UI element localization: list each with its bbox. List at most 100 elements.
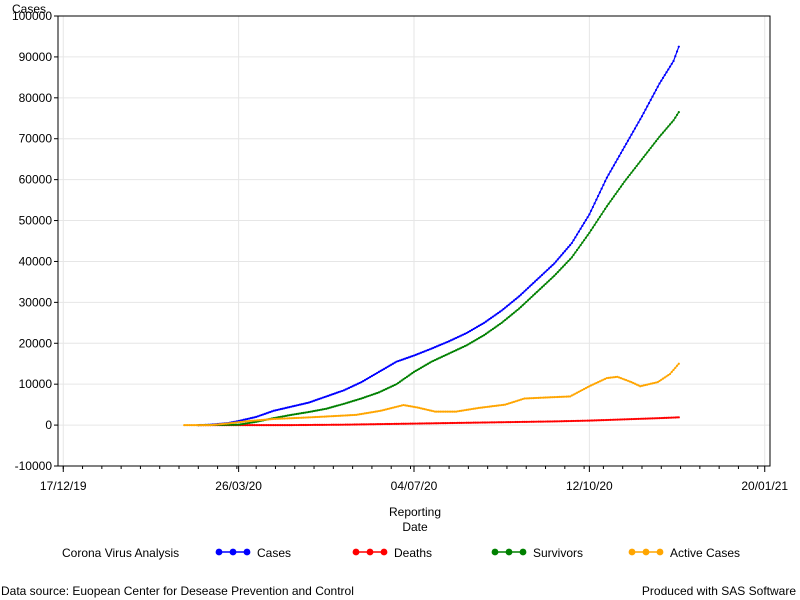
data-point: [265, 418, 268, 421]
data-point: [458, 409, 461, 413]
data-point: [611, 376, 614, 379]
data-point: [319, 415, 323, 418]
data-point: [502, 403, 505, 406]
data-point: [309, 410, 312, 413]
data-point: [295, 412, 298, 416]
data-point: [235, 423, 238, 426]
data-point: [234, 421, 237, 424]
data-point: [356, 398, 359, 401]
data-point: [607, 202, 610, 205]
data-point: [356, 423, 359, 426]
legend-label: Survivors: [533, 546, 583, 560]
data-point: [525, 420, 528, 423]
data-point: [402, 378, 405, 381]
data-point: [540, 273, 544, 277]
data-point: [379, 409, 382, 412]
data-point: [602, 419, 605, 422]
data-point: [330, 406, 333, 409]
data-point: [500, 321, 503, 324]
data-point: [439, 410, 442, 413]
data-point: [426, 408, 430, 412]
data-point: [404, 376, 407, 380]
data-point: [470, 407, 473, 411]
data-point: [635, 124, 638, 127]
data-point: [672, 368, 675, 371]
data-point: [369, 423, 372, 426]
data-point: [565, 248, 568, 251]
data-point: [570, 419, 573, 423]
data-point: [239, 420, 242, 424]
data-point: [665, 127, 668, 130]
footnote-produced-with: Produced with SAS Software: [641, 584, 796, 598]
data-point: [274, 409, 277, 412]
data-point: [321, 396, 324, 399]
data-point: [404, 357, 407, 360]
data-point: [374, 392, 377, 395]
data-point: [383, 367, 386, 370]
legend-label: Cases: [257, 546, 291, 560]
data-point: [486, 405, 489, 408]
y-tick-label: 80000: [19, 91, 53, 105]
data-point: [451, 350, 454, 353]
data-point: [295, 404, 298, 407]
data-point: [505, 317, 509, 320]
data-point: [572, 253, 575, 257]
data-point: [409, 373, 412, 376]
legend-item-cases: Cases: [215, 546, 291, 560]
data-point: [348, 414, 351, 417]
y-tick-label: 20000: [19, 336, 53, 350]
data-point: [477, 406, 480, 410]
data-point: [539, 275, 542, 278]
legend-swatch-marker: [366, 548, 374, 556]
data-point: [574, 392, 577, 395]
data-point: [609, 170, 612, 173]
data-point: [626, 176, 630, 179]
data-point: [358, 423, 361, 426]
data-point: [618, 376, 621, 379]
data-point: [333, 423, 337, 426]
data-point: [602, 378, 605, 381]
data-point: [307, 416, 310, 419]
data-point: [381, 422, 384, 426]
data-point: [674, 366, 677, 369]
data-point: [326, 415, 330, 418]
data-point: [514, 400, 517, 403]
data-point: [379, 390, 382, 393]
data-point: [253, 419, 256, 422]
data-point: [462, 421, 465, 424]
data-point: [551, 264, 554, 267]
data-point: [297, 416, 300, 419]
data-point: [537, 289, 540, 292]
data-point: [640, 417, 644, 420]
data-point: [637, 162, 640, 165]
data-point: [395, 383, 398, 386]
data-point: [516, 296, 519, 299]
data-point: [195, 423, 198, 427]
data-point: [456, 336, 459, 339]
data-point: [632, 417, 635, 421]
data-point: [384, 408, 388, 411]
data-point: [625, 178, 628, 181]
data-point: [290, 417, 293, 420]
data-point: [472, 327, 475, 331]
data-point: [432, 410, 435, 413]
data-point: [298, 423, 302, 427]
data-point: [677, 111, 680, 114]
data-point: [348, 386, 351, 389]
data-point: [321, 415, 324, 418]
data-point: [651, 417, 654, 420]
data-point: [360, 412, 363, 416]
data-point: [484, 421, 487, 424]
data-point: [349, 400, 352, 403]
legend-swatch-marker: [519, 548, 527, 556]
data-point: [660, 79, 663, 82]
data-point: [523, 290, 526, 293]
data-point: [298, 403, 302, 406]
data-point: [291, 417, 295, 420]
data-point: [316, 415, 319, 419]
data-point: [563, 250, 566, 253]
data-point: [586, 216, 589, 219]
data-point: [526, 397, 530, 400]
series-deaths: [197, 416, 680, 427]
x-axis: 17/12/19 26/03/20 04/07/20 12/10/20 20/01/21: [40, 466, 788, 493]
